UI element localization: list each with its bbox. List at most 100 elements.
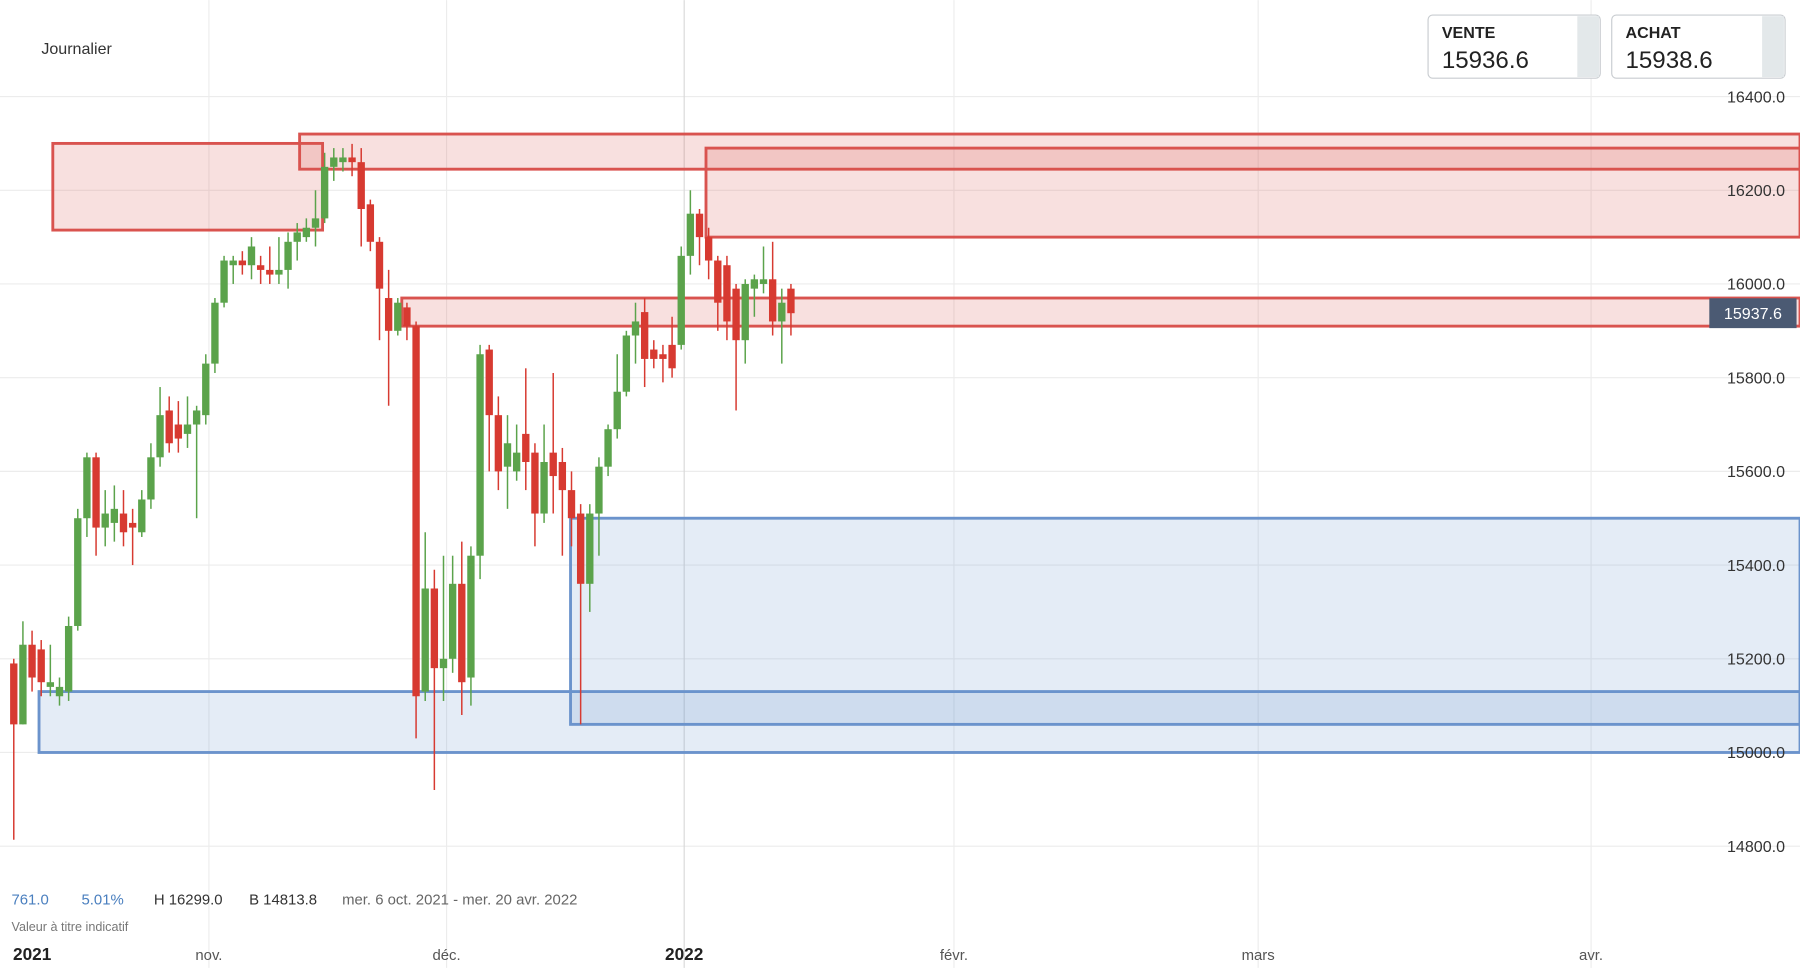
candle-body [759, 279, 768, 284]
candle-body [229, 260, 237, 266]
stat-change: 761.0 [11, 892, 48, 909]
sell-price: 15936.6 [1442, 47, 1529, 74]
candle-body [412, 326, 420, 697]
y-tick-label: 14800.0 [1727, 838, 1785, 856]
zone [298, 132, 1800, 171]
y-tick-label: 16200.0 [1727, 182, 1785, 200]
overlay: 15937.6 [1709, 298, 1797, 329]
candle-body [640, 312, 649, 359]
candle-body [778, 302, 786, 322]
candle-body [448, 583, 457, 659]
candle-body [421, 588, 429, 692]
sell-stripe [1577, 16, 1600, 78]
candle-body [668, 344, 676, 369]
candle-body [55, 686, 64, 697]
zone [400, 296, 1800, 328]
candle-body [247, 246, 256, 266]
candle-body [467, 555, 475, 678]
candle-body [768, 279, 777, 322]
candle-body [394, 302, 402, 331]
buy-box[interactable]: ACHAT 15938.6 [1611, 14, 1786, 79]
candle-body [348, 157, 356, 163]
candle-body [476, 354, 484, 556]
candle-body [686, 213, 695, 256]
stat-range: mer. 6 oct. 2021 - mer. 20 avr. 2022 [342, 892, 577, 909]
candle-body [202, 363, 210, 416]
candle-body [604, 429, 612, 467]
candle-body [74, 518, 82, 626]
sell-panel[interactable] [1427, 14, 1601, 79]
chart-title: Journalier [41, 40, 112, 58]
candle-body [147, 457, 155, 500]
y-tick-label: 16000.0 [1727, 276, 1785, 294]
candle-body [695, 213, 704, 238]
candle-body [613, 391, 621, 430]
candle-body [256, 265, 265, 270]
x-tick-label: févr. [940, 947, 968, 964]
candle-body [156, 415, 164, 458]
y-tick-label: 15200.0 [1727, 651, 1785, 669]
last-price-label: 15937.6 [1724, 305, 1782, 323]
candle-body [558, 462, 567, 491]
candle-body [384, 298, 393, 331]
buy-label: ACHAT [1626, 24, 1681, 42]
candle-body [586, 513, 594, 584]
candle-body [165, 410, 173, 444]
candle-body [192, 410, 201, 425]
zones [37, 132, 1800, 754]
candle-body [302, 227, 311, 238]
candle-body [293, 232, 301, 242]
axis: 14800.0 15000.0 15200.0 15400.0 15600.0 15800… [13, 88, 1785, 964]
candle-body [512, 452, 521, 472]
x-tick-label: avr. [1579, 947, 1603, 964]
candle-body [458, 583, 466, 683]
sell-box[interactable]: VENTE 15936.6 [1427, 14, 1601, 79]
candle-body [714, 260, 722, 303]
candle-body [576, 513, 585, 584]
candle-body [485, 349, 493, 416]
candle-body [787, 288, 795, 314]
candle-body [138, 499, 146, 533]
candle-body [522, 433, 530, 463]
candle-body [339, 157, 347, 163]
zone [704, 146, 1800, 239]
candle-body [430, 588, 439, 669]
candle-body [357, 162, 365, 210]
candle-body [503, 443, 512, 467]
candle-body [320, 166, 329, 219]
candle-body [28, 644, 36, 678]
y-tick-label: 15000.0 [1727, 744, 1785, 762]
stat-high: H 16299.0 [154, 892, 223, 909]
x-tick-label: 2021 [13, 944, 52, 964]
stat-percent: 5.01% [82, 892, 124, 909]
buy-stripe [1762, 16, 1784, 78]
note: Valeur à titre indicatif [11, 920, 128, 934]
candle-body [540, 462, 548, 514]
candle-body [494, 415, 503, 472]
x-tick-label: mars [1242, 947, 1275, 964]
zone [51, 141, 325, 232]
candle-body [631, 321, 640, 336]
stat-low: B 14813.8 [249, 892, 317, 909]
x-tick-label: nov. [195, 947, 222, 964]
candle-body [531, 452, 539, 514]
candle-body [211, 302, 219, 364]
candle-body [119, 513, 128, 533]
candle-body [266, 269, 274, 275]
zone [569, 516, 1800, 726]
candle-body [677, 255, 685, 345]
candle-body [595, 466, 603, 514]
candle-body [220, 260, 228, 303]
candle-body [128, 522, 137, 528]
candle-body [275, 269, 283, 275]
zone [37, 690, 1800, 754]
candle-body [183, 424, 192, 434]
candles [10, 143, 795, 840]
candle-body [659, 354, 667, 359]
buy-panel[interactable] [1611, 14, 1786, 79]
candle-body [101, 513, 109, 528]
candle-body [46, 682, 55, 687]
candle-body [284, 241, 292, 270]
